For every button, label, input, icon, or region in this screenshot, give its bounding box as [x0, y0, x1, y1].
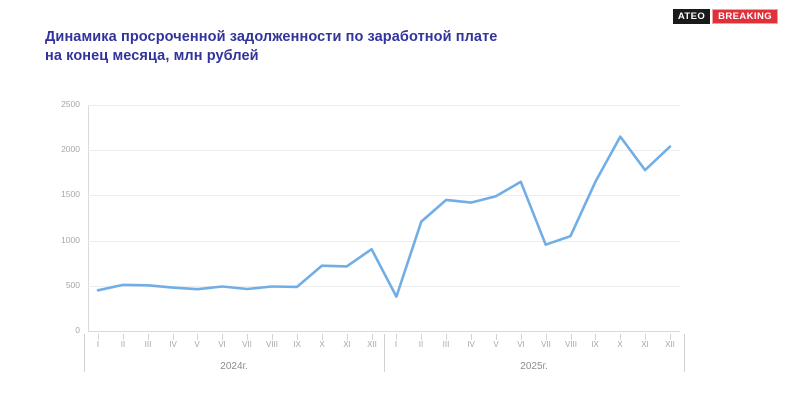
year-divider: [384, 334, 385, 372]
x-tick: [272, 334, 273, 340]
x-tick-label: XI: [343, 340, 351, 349]
gridline: [88, 150, 680, 151]
gridline: [88, 105, 680, 106]
year-divider: [84, 334, 85, 372]
x-tick-label: II: [418, 340, 424, 349]
year-group-label: 2025г.: [520, 361, 548, 372]
x-tick-label: VI: [517, 340, 525, 349]
x-tick: [546, 334, 547, 340]
x-tick-label: VII: [541, 340, 551, 349]
gridline: [88, 331, 680, 332]
x-tick-label: IV: [169, 340, 177, 349]
x-tick: [471, 334, 472, 340]
x-tick: [247, 334, 248, 340]
x-tick-label: VI: [218, 340, 226, 349]
gridline: [88, 241, 680, 242]
x-tick: [571, 334, 572, 340]
logo-left-text: ATEO: [672, 9, 711, 24]
year-divider: [684, 334, 685, 372]
data-line-series: [96, 135, 672, 298]
x-tick-label: III: [144, 340, 152, 349]
x-tick: [620, 334, 621, 340]
x-tick-label: XII: [367, 340, 377, 349]
y-tick-label: 1000: [61, 235, 80, 245]
x-tick-label: III: [442, 340, 450, 349]
chart-title-line-2: на конец месяца, млн рублей: [45, 48, 259, 64]
x-tick: [297, 334, 298, 340]
x-tick: [446, 334, 447, 340]
x-tick-label: VIII: [564, 340, 577, 349]
x-tick: [148, 334, 149, 340]
y-tick-label: 2500: [61, 99, 80, 109]
x-tick-label: V: [493, 340, 499, 349]
x-tick-label: I: [96, 340, 100, 349]
logo-right-text: BREAKING: [712, 9, 778, 24]
x-tick-label: IX: [293, 340, 301, 349]
x-tick: [670, 334, 671, 340]
x-tick-label: II: [120, 340, 126, 349]
x-tick-label: VII: [242, 340, 252, 349]
y-tick-label: 1500: [61, 189, 80, 199]
x-tick-label: X: [319, 340, 325, 349]
x-tick: [645, 334, 646, 340]
x-tick-label: XII: [665, 340, 675, 349]
y-tick-label: 2000: [61, 144, 80, 154]
x-tick: [173, 334, 174, 340]
x-tick-label: X: [617, 340, 623, 349]
x-tick: [521, 334, 522, 340]
series-polyline: [96, 135, 672, 298]
x-tick-label: I: [394, 340, 398, 349]
y-tick-label: 500: [65, 280, 80, 290]
x-tick: [372, 334, 373, 340]
x-tick: [496, 334, 497, 340]
x-tick-label: IX: [591, 340, 599, 349]
x-tick: [98, 334, 99, 340]
x-tick-label: IV: [467, 340, 475, 349]
chart-title: Динамика просроченной задолженности по з…: [45, 28, 497, 66]
ateo-breaking-logo: ATEO BREAKING: [672, 9, 778, 24]
gridline: [88, 195, 680, 196]
x-tick: [595, 334, 596, 340]
x-tick: [123, 334, 124, 340]
x-tick: [322, 334, 323, 340]
x-tick: [421, 334, 422, 340]
y-axis-line: [88, 105, 89, 331]
x-tick-label: V: [194, 340, 200, 349]
plot-area: [88, 105, 680, 331]
x-tick-label: VIII: [265, 340, 278, 349]
x-tick: [396, 334, 397, 340]
year-group-label: 2024г.: [220, 361, 248, 372]
chart-title-line-1: Динамика просроченной задолженности по з…: [45, 29, 498, 45]
x-tick-label: XI: [641, 340, 649, 349]
x-tick: [347, 334, 348, 340]
x-tick: [197, 334, 198, 340]
gridline: [88, 286, 680, 287]
y-tick-label: 0: [75, 325, 80, 335]
x-tick: [222, 334, 223, 340]
